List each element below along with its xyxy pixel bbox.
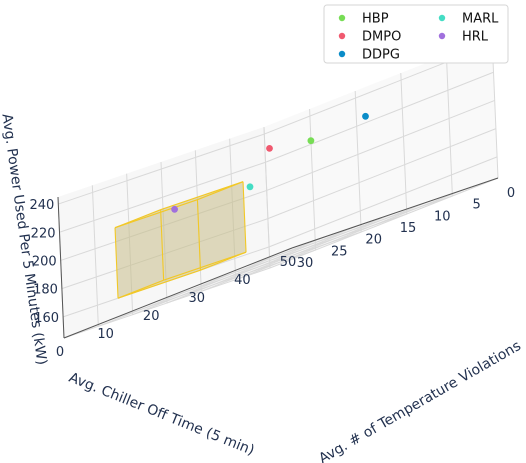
legend-label-dmpo: DMPO [362,30,401,45]
highlight-box-edge [114,227,119,299]
highlight-box [114,181,247,299]
x-axis-line [291,177,499,249]
x-tick-label: 15 [400,221,417,236]
grid-line-z-right [265,71,494,163]
data-points [171,112,369,213]
legend-marker-ddpg [338,50,346,58]
x-tick-label: 25 [331,244,348,259]
y-tick-label: 10 [97,327,114,342]
highlight-box-edge [117,269,201,299]
x-tick-label: 0 [507,186,515,201]
legend-label-marl: MARL [462,12,499,27]
x-tick-label: 5 [473,198,481,213]
legend: HBP DMPO DDPG MARL HRL [323,4,509,64]
grid-line-z-left [61,218,269,290]
grid-line-z-right [266,99,495,191]
highlight-box-edge [200,251,247,271]
highlight-box-face [160,181,246,281]
grid-line-y-floor [246,195,453,267]
y-axis-label: Avg. # of Temperature Violations [316,338,524,463]
y-tick-label: 20 [143,309,160,324]
legend-marker-dmpo [338,32,346,40]
grid-line-z-right [268,156,498,248]
x-tick-label: 20 [365,233,382,248]
grid-line-x-wall [91,185,99,327]
x-tick-label: 30 [297,256,314,271]
grid-line-y-wall [309,108,317,251]
highlight-box-edge [242,181,247,253]
point-hbp [307,137,315,145]
grid-line-z-left [60,189,267,261]
highlight-box-edge [117,279,164,299]
grid-line-y-wall [354,90,362,233]
y-tick-label: 30 [189,291,206,306]
legend-label-hbp: HBP [362,12,389,27]
z-tick-labels: 160 180 200 220 240 [29,198,59,326]
x-axis-label: Avg. Chiller Off Time (5 min) [66,370,256,459]
point-hrl [171,205,179,213]
point-ddpg [362,112,369,120]
point-marl [246,183,254,191]
highlight-box-face [197,181,246,271]
highlight-box-edge [160,209,165,281]
highlight-box-edge [196,199,201,271]
y-tick-label: 0 [56,345,64,360]
highlight-box-edge [197,181,244,201]
x-tick-label: 10 [434,209,451,224]
z-tick-label: 180 [33,283,58,298]
grid-line-z-right [267,128,497,220]
highlight-box-edge [114,199,198,229]
y-tick-label: 50 [280,255,297,270]
grid-line-y-wall [400,72,408,215]
y-axis-line [63,247,293,339]
highlight-box-face [115,209,164,299]
grid-line-y-wall [445,54,453,197]
grid-lines [57,36,499,339]
grid-line-y-floor [109,249,316,321]
x-tick-labels: 0 5 10 15 20 25 30 [297,186,515,271]
highlight-box-face [118,252,246,299]
legend-marker-hrl [438,32,446,40]
z-axis-line [57,196,65,339]
grid-line-y-wall [263,126,271,269]
axis-lines [57,177,499,339]
y-tick-label: 40 [234,273,251,288]
legend-marker-hbp [338,14,346,22]
highlight-box-edge [114,209,161,229]
grid-line-y-floor [200,213,407,285]
legend-label-hrl: HRL [462,30,489,45]
highlight-box-edge [160,181,244,211]
legend-marker-marl [438,14,446,22]
highlight-box-edge [163,251,247,281]
grid-line-y-floor [155,231,362,303]
z-tick-label: 220 [31,226,56,241]
highlight-box-face [115,181,243,228]
point-dmpo [266,145,273,152]
back-right-pane [264,37,498,268]
grid-line-z-left [58,133,265,205]
z-tick-label: 160 [34,311,59,326]
legend-frame [323,4,509,64]
z-tick-label: 200 [32,254,57,269]
grid-line-z-left [59,161,266,233]
y-tick-labels: 0 10 20 30 40 50 [56,255,296,360]
grid-line-y-floor [63,267,271,339]
z-tick-label: 240 [29,198,54,213]
grid-line-x-wall [126,173,134,315]
legend-label-ddpg: DDPG [362,48,400,63]
highlight-box-face [115,199,201,299]
